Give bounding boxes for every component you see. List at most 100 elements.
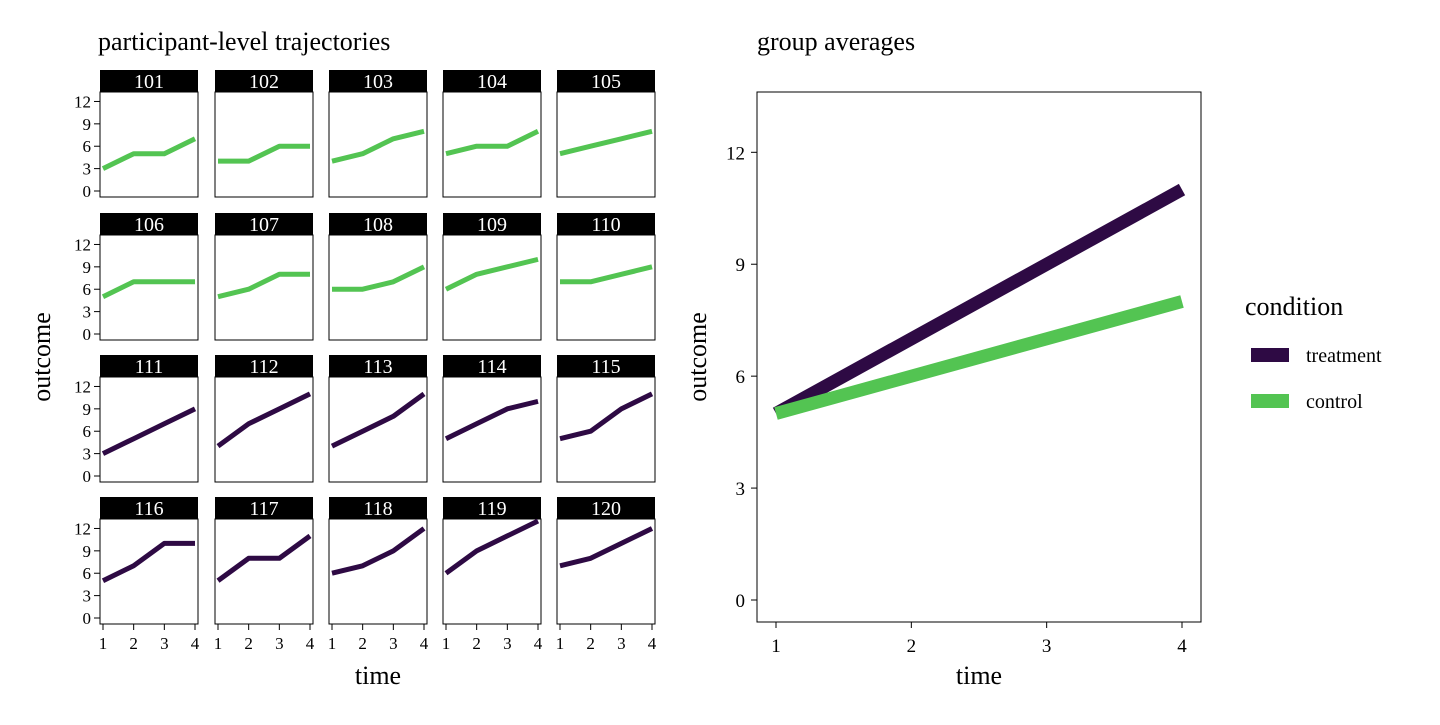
- y-tick-label: 3: [83, 160, 92, 179]
- facet-strip: [557, 70, 655, 92]
- x-tick-label: 4: [534, 634, 543, 653]
- x-tick-label: 3: [275, 634, 284, 653]
- trajectory-line-117: [216, 533, 312, 583]
- facet-panel: 101 0 3 6 9 12: [74, 70, 199, 201]
- trajectory-line-105: [559, 128, 653, 157]
- facet-strip: [557, 497, 655, 519]
- y-tick-label: 3: [83, 587, 92, 606]
- facet-strip-label: 108: [363, 214, 393, 236]
- trajectory-line-110: [560, 264, 653, 285]
- facet-panel-border: [214, 376, 314, 483]
- facet-panel: 108: [328, 213, 428, 341]
- facet-strip-label: 118: [363, 498, 392, 520]
- facet-panel-border: [214, 91, 314, 198]
- y-tick-label: 3: [736, 479, 746, 500]
- trajectory-line-112: [216, 391, 312, 449]
- trajectory-line-109: [444, 256, 539, 292]
- facet-x-axis-label: time: [355, 661, 401, 690]
- facet-strip-label: 103: [363, 71, 393, 93]
- facet-panel: 104: [442, 70, 542, 198]
- facet-strip: [443, 213, 541, 235]
- facet-panel: 103: [328, 70, 428, 198]
- facet-strip: [100, 497, 198, 519]
- facet-strip-label: 112: [249, 356, 278, 378]
- facet-strip-label: 110: [591, 214, 620, 236]
- x-tick-label: 3: [160, 634, 169, 653]
- facet-panel: 117 1 2 3 4: [214, 497, 315, 653]
- x-tick-label: 2: [358, 634, 367, 653]
- x-tick-label: 1: [214, 634, 223, 653]
- facet-panel-border: [556, 234, 656, 341]
- facet-panel: 110: [556, 213, 656, 341]
- facet-panel: 102: [214, 70, 314, 198]
- legend-title: condition: [1245, 292, 1343, 321]
- y-tick-label: 0: [83, 182, 92, 201]
- x-tick-label: 1: [328, 634, 337, 653]
- facet-strip: [443, 355, 541, 377]
- trajectory-line-114: [444, 398, 539, 441]
- x-tick-label: 3: [1042, 636, 1052, 657]
- y-tick-label: 0: [83, 609, 92, 628]
- y-tick-label: 9: [83, 400, 92, 419]
- legend: condition treatment control: [1245, 292, 1382, 413]
- facet-strip: [215, 213, 313, 235]
- facet-strip-label: 101: [134, 71, 164, 93]
- facet-panel-border: [328, 376, 428, 483]
- x-tick-label: 4: [306, 634, 315, 653]
- facet-strip-label: 116: [134, 498, 163, 520]
- facet-panel-border: [214, 234, 314, 341]
- facet-panel-border: [556, 91, 656, 198]
- facet-strip: [443, 70, 541, 92]
- x-tick-label: 2: [586, 634, 595, 653]
- facet-strip: [329, 213, 427, 235]
- y-tick-label: 0: [736, 591, 746, 612]
- series-line-control: [774, 295, 1184, 420]
- facet-panel: 115: [556, 355, 656, 483]
- facet-strip: [557, 355, 655, 377]
- facet-strip-label: 105: [591, 71, 621, 93]
- x-tick-label: 4: [191, 634, 200, 653]
- y-tick-label: 12: [726, 143, 745, 164]
- trajectory-line-104: [445, 129, 540, 157]
- facet-panel: 111 0 3 6 9 12: [74, 355, 199, 486]
- trajectory-line-107: [217, 271, 310, 300]
- facet-strip-label: 115: [591, 356, 620, 378]
- facet-strip: [443, 497, 541, 519]
- facet-panel-border: [214, 518, 314, 625]
- legend-label-treatment: treatment: [1306, 345, 1382, 367]
- facet-strip-label: 104: [477, 71, 507, 93]
- x-tick-label: 2: [907, 636, 917, 657]
- x-tick-label: 4: [420, 634, 429, 653]
- y-tick-label: 12: [74, 377, 91, 396]
- facet-panel: 112: [214, 355, 314, 483]
- facet-panel-border: [556, 376, 656, 483]
- facet-panel: 105: [556, 70, 656, 198]
- trajectory-line-120: [559, 526, 654, 569]
- y-tick-label: 3: [83, 445, 92, 464]
- facet-strip: [215, 355, 313, 377]
- facet-chart-title: participant-level trajectories: [98, 27, 390, 56]
- y-tick-label: 6: [83, 137, 92, 156]
- y-tick-label: 0: [83, 467, 92, 486]
- trajectory-line-103: [331, 128, 425, 164]
- facet-strip: [215, 70, 313, 92]
- facet-strip: [215, 497, 313, 519]
- facet-strip-label: 114: [477, 356, 506, 378]
- facet-strip-label: 107: [249, 214, 279, 236]
- trajectory-line-111: [101, 406, 197, 456]
- y-tick-label: 6: [83, 280, 92, 299]
- facet-strip: [329, 70, 427, 92]
- x-tick-label: 2: [472, 634, 481, 653]
- facet-panel-border: [442, 234, 542, 341]
- facet-strip-label: 111: [135, 356, 164, 378]
- trajectory-line-118: [331, 526, 426, 576]
- series-line-treatment: [772, 183, 1186, 420]
- trajectory-line-116: [101, 540, 195, 583]
- facet-panel-border: [442, 376, 542, 483]
- facet-y-axis-label: outcome: [27, 312, 56, 402]
- y-tick-label: 12: [74, 235, 91, 254]
